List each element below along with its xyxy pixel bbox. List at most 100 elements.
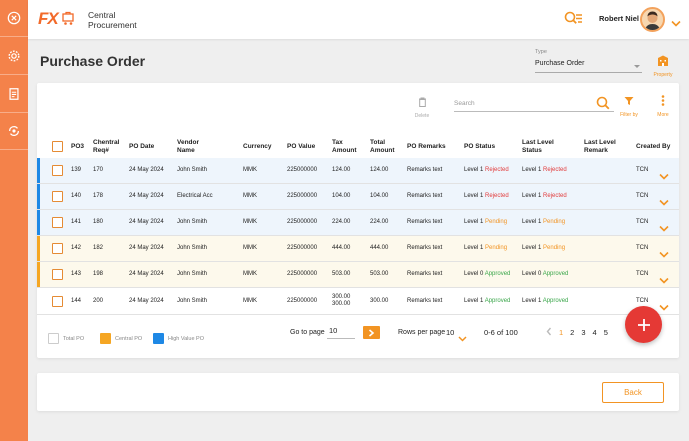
- goto-page-input[interactable]: 10: [327, 326, 355, 339]
- row-expand-chevron[interactable]: [659, 167, 669, 185]
- col-currency[interactable]: Currency: [243, 143, 272, 150]
- cell-last-status: Level 1 Rejected: [522, 193, 567, 200]
- cell-total: 124.00: [370, 167, 389, 173]
- row-expand-chevron[interactable]: [659, 193, 669, 211]
- row-checkbox[interactable]: [52, 191, 63, 202]
- col-last-remark[interactable]: Last Level Remark: [584, 139, 616, 154]
- status-level: Level 1: [464, 219, 484, 225]
- delete-button[interactable]: Delete: [413, 94, 431, 119]
- table-row[interactable]: 143 198 24 May 2024 John Smith MMK 22500…: [37, 262, 679, 288]
- chevron-down-icon: [659, 304, 669, 311]
- cell-last-status: Level 1 Approved: [522, 298, 568, 305]
- col-po[interactable]: PO3: [71, 143, 85, 150]
- cell-vendor: John Smith: [177, 271, 208, 277]
- col-vendor[interactable]: Vendor Name: [177, 139, 200, 154]
- last-level: Level 1: [522, 245, 542, 251]
- type-select-value: Purchase Order: [535, 60, 585, 67]
- back-button[interactable]: Back: [602, 382, 664, 403]
- row-expand-chevron[interactable]: [659, 245, 669, 263]
- close-circle-icon: [7, 11, 21, 25]
- fx-logo[interactable]: FX: [38, 9, 77, 29]
- page-title: Purchase Order: [40, 53, 146, 69]
- col-remarks[interactable]: PO Remarks: [407, 143, 446, 150]
- row-checkbox[interactable]: [52, 243, 63, 254]
- cart-logo-icon: [62, 11, 74, 25]
- prev-page-button[interactable]: [546, 327, 552, 338]
- search-menu-button[interactable]: [563, 11, 583, 32]
- cell-tax: 300.00 300.00: [332, 294, 351, 307]
- col-status[interactable]: PO Status: [464, 143, 496, 150]
- col-req[interactable]: Chentral Req#: [93, 139, 120, 154]
- table-row[interactable]: 139 170 24 May 2024 John Smith MMK 22500…: [37, 158, 679, 184]
- cell-date: 24 May 2024: [129, 193, 164, 199]
- cell-date: 24 May 2024: [129, 167, 164, 173]
- table-row[interactable]: 144 200 24 May 2024 John Smith MMK 22500…: [37, 288, 679, 315]
- col-created[interactable]: Created By: [636, 143, 671, 150]
- cell-total: 444.00: [370, 245, 389, 251]
- legend-total-po: Total PO: [48, 333, 84, 344]
- row-category-bar: [37, 262, 40, 287]
- avatar[interactable]: [640, 7, 665, 32]
- cell-created: TCN: [636, 167, 649, 173]
- last-status-badge: Pending: [543, 245, 566, 251]
- row-expand-chevron[interactable]: [659, 219, 669, 237]
- legend-swatch-central: [100, 333, 111, 344]
- search-icon[interactable]: [596, 96, 610, 112]
- rail-settings-button[interactable]: [0, 38, 28, 75]
- row-category-bar: [37, 236, 40, 261]
- cell-currency: MMK: [243, 298, 257, 304]
- row-checkbox[interactable]: [52, 165, 63, 176]
- page-5[interactable]: 5: [603, 328, 608, 337]
- cell-last-status: Level 1 Pending: [522, 245, 565, 252]
- goto-page-button[interactable]: [363, 326, 380, 339]
- table-row[interactable]: 140 178 24 May 2024 Electrical Acc MMK 2…: [37, 184, 679, 210]
- last-level: Level 1: [522, 298, 542, 304]
- document-icon: [9, 88, 19, 100]
- last-status-badge: Approved: [542, 271, 569, 277]
- cell-vendor: John Smith: [177, 219, 208, 225]
- user-menu-chevron[interactable]: [671, 14, 681, 32]
- cell-value: 225000000: [287, 298, 318, 304]
- more-button[interactable]: More: [653, 93, 673, 118]
- cell-req: 198: [93, 271, 104, 277]
- type-select[interactable]: Purchase Order: [535, 59, 642, 73]
- row-checkbox[interactable]: [52, 269, 63, 280]
- row-checkbox[interactable]: [52, 296, 63, 307]
- cell-created: TCN: [636, 271, 649, 277]
- legend-central-po: Central PO: [100, 333, 142, 344]
- cell-value: 225000000: [287, 271, 318, 277]
- status-badge: Pending: [485, 219, 508, 225]
- col-total[interactable]: Total Amount: [370, 139, 395, 154]
- col-value[interactable]: PO Value: [287, 143, 316, 150]
- table-row[interactable]: 142 182 24 May 2024 John Smith MMK 22500…: [37, 236, 679, 262]
- row-expand-chevron[interactable]: [659, 271, 669, 289]
- property-button[interactable]: Property: [652, 53, 674, 78]
- rows-per-page-select[interactable]: 10: [446, 328, 455, 337]
- rows-per-page-chevron[interactable]: [458, 329, 467, 347]
- search-input[interactable]: Search: [454, 96, 614, 112]
- legend-swatch-high: [153, 333, 164, 344]
- cell-tax: 224.00: [332, 219, 351, 225]
- filter-button[interactable]: Filter by: [617, 93, 641, 118]
- table-row[interactable]: 141 180 24 May 2024 John Smith MMK 22500…: [37, 210, 679, 236]
- rail-sync-button[interactable]: [0, 113, 28, 150]
- rail-close-button[interactable]: [0, 0, 28, 37]
- page-3[interactable]: 3: [581, 328, 586, 337]
- add-po-button[interactable]: [625, 306, 662, 343]
- rail-document-button[interactable]: [0, 76, 28, 113]
- cell-vendor: John Smith: [177, 167, 208, 173]
- row-checkbox[interactable]: [52, 217, 63, 228]
- page-2[interactable]: 2: [570, 328, 575, 337]
- col-tax[interactable]: Tax Amount: [332, 139, 357, 154]
- cell-created: TCN: [636, 193, 649, 199]
- top-header: FX Central Procurement Robert Niel: [28, 0, 689, 39]
- page-4[interactable]: 4: [592, 328, 597, 337]
- row-category-bar: [37, 288, 40, 314]
- select-all-checkbox[interactable]: [52, 141, 63, 152]
- col-last-status[interactable]: Last Level Status: [522, 139, 554, 154]
- cell-remarks: Remarks text: [407, 245, 443, 251]
- row-expand-chevron[interactable]: [659, 298, 669, 316]
- more-label: More: [657, 112, 669, 118]
- page-1[interactable]: 1: [559, 328, 564, 337]
- col-date[interactable]: PO Date: [129, 143, 155, 150]
